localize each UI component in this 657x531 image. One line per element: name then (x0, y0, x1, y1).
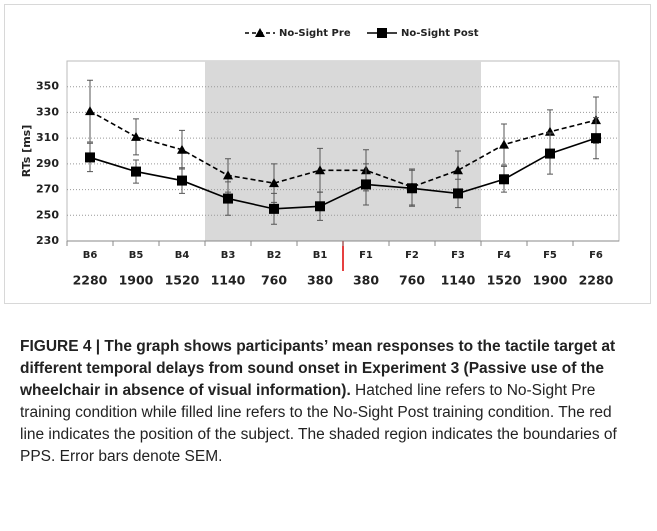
x-tick-label: F4 (497, 250, 511, 261)
x-distance-label: 380 (353, 273, 379, 288)
y-tick-label: 250 (36, 208, 59, 221)
y-tick-label: 330 (36, 105, 59, 118)
caption-bold: FIGURE 4 | The graph shows participants’… (20, 338, 616, 399)
point (177, 144, 187, 154)
x-distance-label: 760 (261, 273, 287, 288)
x-distance-label: 2280 (73, 273, 108, 288)
point (85, 106, 95, 116)
point (315, 165, 325, 175)
y-tick-label: 230 (36, 234, 59, 247)
x-tick-label: B3 (221, 250, 236, 261)
point (453, 165, 463, 175)
legend-marker (377, 28, 387, 38)
x-axis-label: ms (334, 302, 352, 303)
point (315, 201, 325, 212)
y-tick-label: 290 (36, 157, 59, 170)
point (269, 203, 279, 214)
point (499, 174, 509, 185)
point (361, 179, 371, 190)
point (591, 133, 601, 144)
point (223, 170, 233, 180)
x-tick-label: F1 (359, 250, 373, 261)
x-distance-label: 2280 (579, 273, 614, 288)
x-distance-label: 1900 (533, 273, 568, 288)
x-distance-label: 1520 (165, 273, 200, 288)
point (269, 178, 279, 188)
x-distance-label: 1140 (211, 273, 246, 288)
point (223, 193, 233, 204)
x-distance-label: 1140 (441, 273, 476, 288)
figure: 230 250 270 290 310 330 350 B6 2280 B5 1900 B4 1520 B… (4, 4, 651, 315)
point (131, 166, 141, 177)
y-axis-label: RTs [ms] (20, 125, 33, 177)
point (545, 148, 555, 159)
caption-text: Hatched line refers to No-Sight Pre trai… (20, 382, 617, 465)
x-tick-label: F2 (405, 250, 419, 261)
series-line (89, 137, 597, 210)
chart: 230 250 270 290 310 330 350 B6 2280 B5 1900 B4 1520 B… (20, 28, 620, 315)
series-line (89, 110, 597, 188)
legend-marker (255, 28, 265, 37)
x-tick-label: F5 (543, 250, 557, 261)
point (499, 139, 509, 149)
y-tick-label: 270 (36, 183, 59, 196)
x-tick-label: F3 (451, 250, 465, 261)
point (177, 175, 187, 186)
legend-label: No-Sight Post (401, 28, 479, 39)
x-tick-label: B4 (175, 250, 190, 261)
x-distance-label: 1900 (119, 273, 154, 288)
caption: FIGURE 4 | The graph shows participants’… (20, 336, 640, 468)
y-tick-label: 350 (36, 80, 59, 93)
x-tick-label: B1 (313, 250, 328, 261)
point (407, 183, 417, 194)
y-tick-label: 310 (36, 131, 59, 144)
x-tick-label: B6 (83, 250, 98, 261)
point (131, 131, 141, 141)
point (453, 188, 463, 199)
x-distance-label: 760 (399, 273, 425, 288)
x-tick-label: B2 (267, 250, 282, 261)
legend-label: No-Sight Pre (279, 28, 351, 39)
x-distance-label: 1520 (487, 273, 522, 288)
point (85, 152, 95, 163)
x-distance-label: 380 (307, 273, 333, 288)
x-tick-label: F6 (589, 250, 603, 261)
x-tick-label: B5 (129, 250, 144, 261)
shaded-region (205, 61, 481, 241)
